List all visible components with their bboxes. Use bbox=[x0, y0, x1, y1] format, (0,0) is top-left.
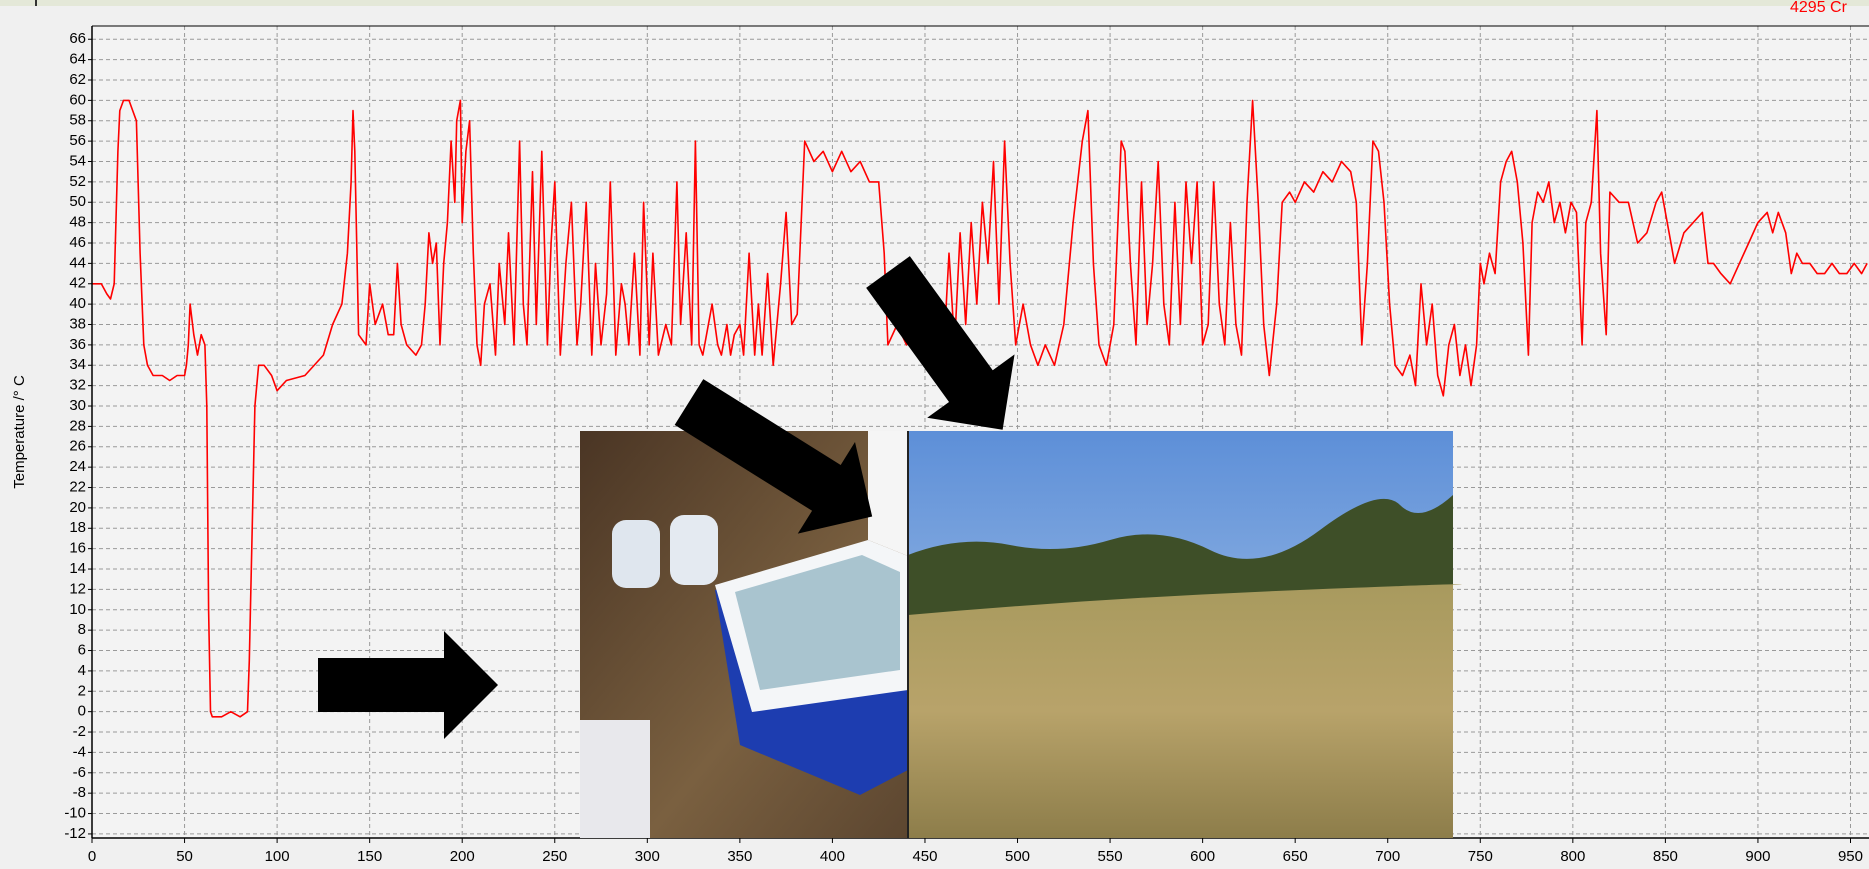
top-bar bbox=[0, 0, 1869, 6]
x-tick-label: 950 bbox=[1838, 848, 1863, 865]
y-tick-label: 58 bbox=[69, 112, 86, 129]
y-tick-label: 28 bbox=[69, 417, 86, 434]
y-tick-label: 52 bbox=[69, 173, 86, 190]
x-tick-label: 100 bbox=[265, 848, 290, 865]
y-axis-label: Temperature /° C bbox=[11, 375, 28, 489]
y-tick-label: 38 bbox=[69, 315, 86, 332]
y-tick-label: 4 bbox=[78, 662, 86, 679]
y-tick-label: 26 bbox=[69, 438, 86, 455]
y-tick-label: 24 bbox=[69, 458, 86, 475]
y-tick-label: 0 bbox=[78, 703, 86, 720]
y-tick-label: 60 bbox=[69, 91, 86, 108]
x-tick-label: 250 bbox=[542, 848, 567, 865]
x-tick-label: 600 bbox=[1190, 848, 1215, 865]
y-tick-label: -4 bbox=[73, 743, 86, 760]
y-tick-label: 66 bbox=[69, 30, 86, 47]
y-tick-label: 32 bbox=[69, 377, 86, 394]
y-tick-label: -8 bbox=[73, 784, 86, 801]
y-tick-label: 8 bbox=[78, 621, 86, 638]
x-tick-label: 650 bbox=[1283, 848, 1308, 865]
y-tick-label: 46 bbox=[69, 234, 86, 251]
x-tick-label: 50 bbox=[176, 848, 193, 865]
x-tick-label: 350 bbox=[727, 848, 752, 865]
y-tick-label: 6 bbox=[78, 642, 86, 659]
y-tick-label: 22 bbox=[69, 478, 86, 495]
photo-object bbox=[670, 515, 718, 585]
y-tick-label: 10 bbox=[69, 601, 86, 618]
x-tick-label: 0 bbox=[88, 848, 96, 865]
y-tick-label: 16 bbox=[69, 540, 86, 557]
x-tick-label: 850 bbox=[1653, 848, 1678, 865]
x-tick-label: 700 bbox=[1375, 848, 1400, 865]
y-tick-label: 64 bbox=[69, 51, 86, 68]
y-tick-label: 18 bbox=[69, 519, 86, 536]
x-tick-label: 800 bbox=[1560, 848, 1585, 865]
y-tick-label: 14 bbox=[69, 560, 86, 577]
x-tick-label: 450 bbox=[912, 848, 937, 865]
y-tick-label: -2 bbox=[73, 723, 86, 740]
x-tick-label: 200 bbox=[450, 848, 475, 865]
y-tick-label: 42 bbox=[69, 275, 86, 292]
y-tick-label: 40 bbox=[69, 295, 86, 312]
x-tick-label: 750 bbox=[1468, 848, 1493, 865]
y-tick-label: -12 bbox=[64, 825, 86, 842]
x-tick-label: 300 bbox=[635, 848, 660, 865]
photo-object bbox=[908, 584, 1462, 838]
y-tick-label: 48 bbox=[69, 214, 86, 231]
y-tick-label: 36 bbox=[69, 336, 86, 353]
y-tick-label: 20 bbox=[69, 499, 86, 516]
annotation: 4295 Cr bbox=[1790, 0, 1848, 16]
photo-grassland bbox=[908, 431, 1462, 838]
photo-object bbox=[580, 720, 650, 838]
y-tick-label: -6 bbox=[73, 764, 86, 781]
y-tick-label: 62 bbox=[69, 71, 86, 88]
y-tick-label: 12 bbox=[69, 580, 86, 597]
y-tick-label: -10 bbox=[64, 805, 86, 822]
chart: -12-10-8-6-4-202468101214161820222426283… bbox=[0, 0, 1869, 869]
page: {"chart_data": {"type": "line", "y_label… bbox=[0, 0, 1869, 869]
photo-object bbox=[612, 520, 660, 588]
x-tick-label: 400 bbox=[820, 848, 845, 865]
y-tick-label: 44 bbox=[69, 254, 86, 271]
y-tick-label: 2 bbox=[78, 682, 86, 699]
photo-object bbox=[868, 431, 908, 556]
y-tick-label: 54 bbox=[69, 152, 86, 169]
y-tick-label: 30 bbox=[69, 397, 86, 414]
x-tick-label: 900 bbox=[1745, 848, 1770, 865]
x-tick-label: 150 bbox=[357, 848, 382, 865]
x-tick-label: 500 bbox=[1005, 848, 1030, 865]
x-tick-label: 550 bbox=[1098, 848, 1123, 865]
y-tick-label: 50 bbox=[69, 193, 86, 210]
y-tick-label: 34 bbox=[69, 356, 86, 373]
y-tick-label: 56 bbox=[69, 132, 86, 149]
